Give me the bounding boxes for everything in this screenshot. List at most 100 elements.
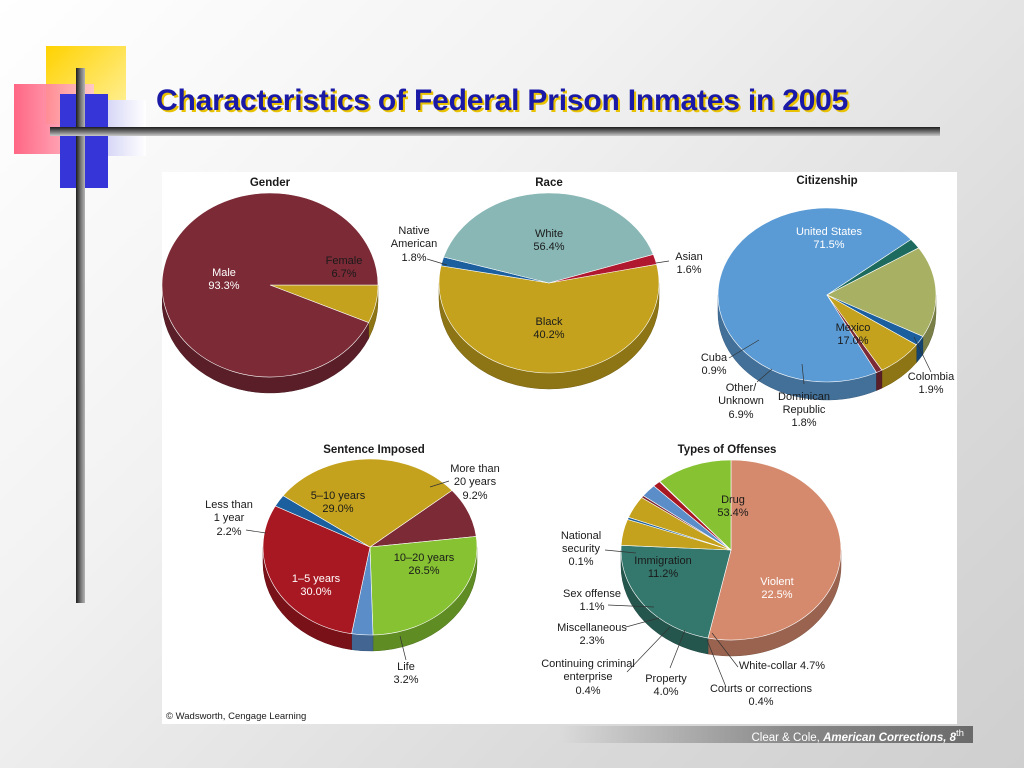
race-label-white-name: White [535, 228, 563, 240]
sentence-label-10-20-years-value: 26.5% [408, 565, 439, 577]
sentence-label-life-leader [399, 635, 407, 661]
offenses-slice-drug [707, 459, 842, 641]
citizenship-slice-united-states [717, 207, 912, 383]
race-slice-white [438, 263, 660, 374]
sentence-title: Sentence Imposed [323, 444, 425, 456]
sentence-label-more-than-20-years-name-1: 20 years [454, 476, 497, 488]
sentence-label-less-than-1-year-name-1: 1 year [214, 512, 245, 524]
offenses-label-immigration-value: 11.2% [648, 568, 679, 580]
offenses-label-property-value: 4.0% [653, 686, 678, 698]
race-pie [426, 192, 670, 390]
citizenship-label-dominican-republic-value: 1.8% [791, 417, 816, 429]
chart-panel: Gender Female 6.7% Male 93.3% Race White 56.4% A… [162, 172, 957, 724]
race-label-black-name: Black [536, 316, 563, 328]
sentence-label-life-value: 3.2% [393, 674, 418, 686]
sentence-label-5-10-years-name: 5–10 years [311, 490, 366, 502]
citizenship-label-colombia-leader [913, 336, 932, 373]
offenses-label-sex-offense-leader [607, 604, 655, 608]
race-title: Race [535, 177, 563, 189]
citizenship-label-united-states-name: United States [796, 226, 863, 238]
offenses-label-courts-or-corrections-value: 0.4% [748, 696, 773, 708]
offenses-label-continuing-criminal-enterprise-name-0: Continuing criminal [541, 658, 635, 670]
copyright-text: © Wadsworth, Cengage Learning [166, 711, 306, 722]
sentence-slice-1-5-years [262, 505, 371, 635]
citizenship-title: Citizenship [796, 175, 857, 187]
citizenship-label-cuba-value: 0.9% [701, 365, 726, 377]
sentence-slice-5-10-years [282, 458, 453, 548]
gender-label-male-value: 93.3% [208, 280, 239, 292]
offenses-label-continuing-criminal-enterprise-name-1: enterprise [564, 671, 613, 683]
sentence-label-1-5-years-name: 1–5 years [292, 573, 341, 585]
citizenship-label-mexico-name: Mexico [836, 322, 871, 334]
sentence-label-life-name-0: Life [397, 661, 415, 673]
footer-citation: Clear & Cole, American Corrections, 8th [751, 728, 964, 744]
decor-vertical-line [76, 68, 85, 603]
offenses-label-continuing-criminal-enterprise-value: 0.4% [575, 685, 600, 697]
citizenship-label-other-unknown-value: 6.9% [728, 409, 753, 421]
citizenship-label-other-unknown-name-1: Unknown [718, 395, 764, 407]
slide-title: Characteristics of Federal Prison Inmate… [156, 84, 849, 117]
offenses-label-miscellaneous-value: 2.3% [579, 635, 604, 647]
sentence-label-more-than-20-years-leader [429, 480, 450, 488]
citizenship-pie [717, 207, 937, 401]
sentence-label-10-20-years-name: 10–20 years [394, 552, 455, 564]
offenses-title: Types of Offenses [678, 444, 777, 456]
sentence-slice-side-2 [351, 633, 374, 652]
offenses-label-drug-name: Drug [721, 494, 745, 506]
citizenship-label-colombia-value: 1.9% [918, 384, 943, 396]
citizenship-label-dominican-republic-leader [801, 363, 805, 385]
race-label-native-american-value: 1.8% [401, 252, 426, 264]
race-label-asian-name-0: Asian [675, 251, 703, 263]
citizenship-label-united-states-value: 71.5% [813, 239, 844, 251]
citizenship-slice-cuba [826, 294, 883, 373]
offenses-label-continuing-criminal-enterprise-leader [626, 626, 671, 673]
race-label-black-value: 40.2% [533, 329, 564, 341]
gender-label-female-value: 6.7% [331, 268, 356, 280]
offenses-label-violent-name: Violent [760, 576, 793, 588]
race-label-native-american-name-0: Native [398, 225, 429, 237]
sentence-label-less-than-1-year-name-0: Less than [205, 499, 253, 511]
gender-label-male-name: Male [212, 267, 236, 279]
offenses-label-property-name-0: Property [645, 673, 687, 685]
sentence-label-less-than-1-year-leader [245, 529, 267, 534]
race-label-asian-leader [655, 260, 670, 264]
footer-book-title: American Corrections, 8 [823, 731, 956, 744]
sentence-label-more-than-20-years-name-0: More than [450, 463, 500, 475]
offenses-slice-violent [620, 545, 732, 639]
decor-horizontal-line [50, 127, 940, 136]
race-label-asian-value: 1.6% [676, 264, 701, 276]
offenses-label-national-security-name-1: security [562, 543, 600, 555]
offenses-label-courts-or-corrections-leader [706, 639, 727, 688]
sentence-pie [245, 458, 478, 661]
offenses-label-miscellaneous-name-0: Miscellaneous [557, 622, 627, 634]
gender-slice-male [162, 192, 379, 378]
sentence-label-more-than-20-years-value: 9.2% [462, 490, 487, 502]
race-slice-black [443, 192, 654, 284]
offenses-label-immigration-name: Immigration [634, 555, 691, 567]
race-label-native-american-name-1: American [391, 238, 437, 250]
citizenship-label-cuba-name-0: Cuba [701, 352, 728, 364]
footer-edition-suffix: th [956, 728, 964, 739]
sentence-label-1-5-years-value: 30.0% [300, 586, 331, 598]
offenses-label-property-leader [669, 629, 686, 669]
offenses-label-courts-or-corrections-name-0: Courts or corrections [710, 683, 813, 695]
citizenship-label-dominican-republic-name-1: Republic [783, 404, 826, 416]
citizenship-slice-side-5 [876, 369, 883, 391]
footer-authors: Clear & Cole, [751, 731, 824, 744]
sentence-label-less-than-1-year-value: 2.2% [216, 526, 241, 538]
citizenship-label-other-unknown-name-0: Other/ [726, 382, 758, 394]
citizenship-slice-mexico [826, 247, 937, 337]
sentence-label-5-10-years-value: 29.0% [322, 503, 353, 515]
gender-title: Gender [250, 177, 291, 189]
citizenship-label-dominican-republic-name-0: Dominican [778, 391, 830, 403]
offenses-slice-immigration [659, 459, 732, 551]
offenses-label-sex-offense-value: 1.1% [579, 601, 604, 613]
gender-pie [162, 192, 379, 394]
gender-label-female-name: Female [326, 255, 363, 267]
footer-bar [560, 726, 973, 743]
citizenship-label-other-unknown-leader [756, 368, 773, 383]
citizenship-label-colombia-name-0: Colombia [908, 371, 955, 383]
sentence-slice-10-20-years [369, 536, 478, 636]
offenses-label-sex-offense-name-0: Sex offense [563, 588, 621, 600]
citizenship-label-mexico-value: 17.0% [837, 335, 868, 347]
